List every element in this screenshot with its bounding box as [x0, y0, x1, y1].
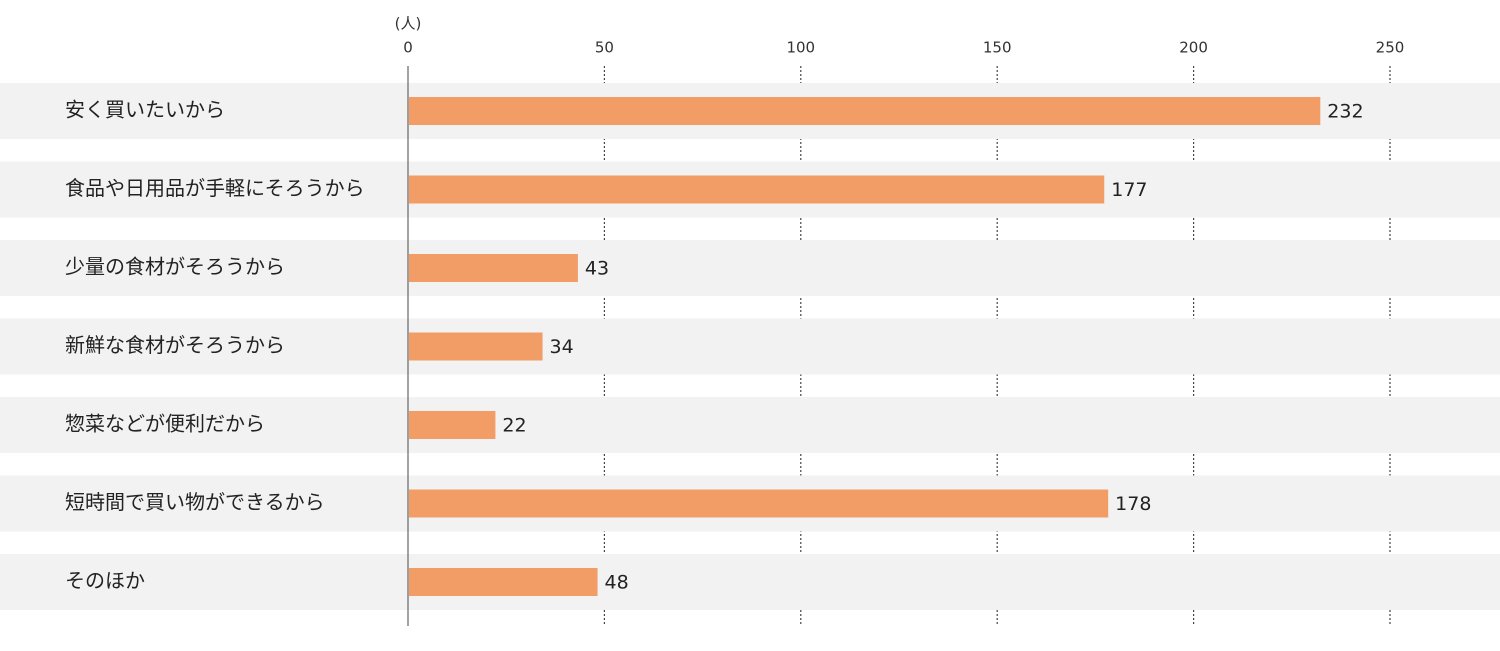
bar	[409, 332, 543, 361]
x-tick-label: 50	[595, 39, 614, 57]
category-label: 惣菜などが便利だから	[65, 412, 265, 436]
bar	[409, 175, 1105, 204]
value-label: 178	[1115, 493, 1151, 515]
value-label: 48	[605, 572, 629, 594]
x-tick-label: 250	[1376, 39, 1405, 57]
category-label: 短時間で買い物ができるから	[65, 490, 325, 514]
value-label: 34	[550, 336, 574, 358]
x-tick-label: 150	[983, 39, 1012, 57]
row-band	[0, 397, 1500, 453]
value-label: 22	[502, 415, 526, 437]
x-tick-label: 100	[786, 39, 815, 57]
category-label: 食品や日用品が手軽にそろうから	[65, 176, 365, 200]
bar	[409, 254, 578, 282]
row-band	[0, 554, 1500, 610]
category-label: 少量の食材がそろうから	[65, 255, 285, 279]
bar	[409, 568, 598, 596]
category-label: 安く買いたいから	[65, 98, 225, 122]
row-band	[0, 318, 1500, 375]
x-tick-label: 200	[1179, 39, 1208, 57]
value-label: 43	[585, 258, 609, 280]
category-label: 新鮮な食材がそろうから	[65, 333, 285, 357]
bar	[409, 489, 1109, 518]
bar	[409, 411, 496, 439]
x-tick-label: 0	[403, 39, 413, 57]
category-label: そのほか	[65, 569, 145, 593]
row-band	[0, 240, 1500, 296]
value-label: 232	[1327, 101, 1363, 123]
value-label: 177	[1111, 179, 1147, 201]
x-axis-label: (人)	[395, 15, 422, 33]
bar	[409, 97, 1321, 125]
